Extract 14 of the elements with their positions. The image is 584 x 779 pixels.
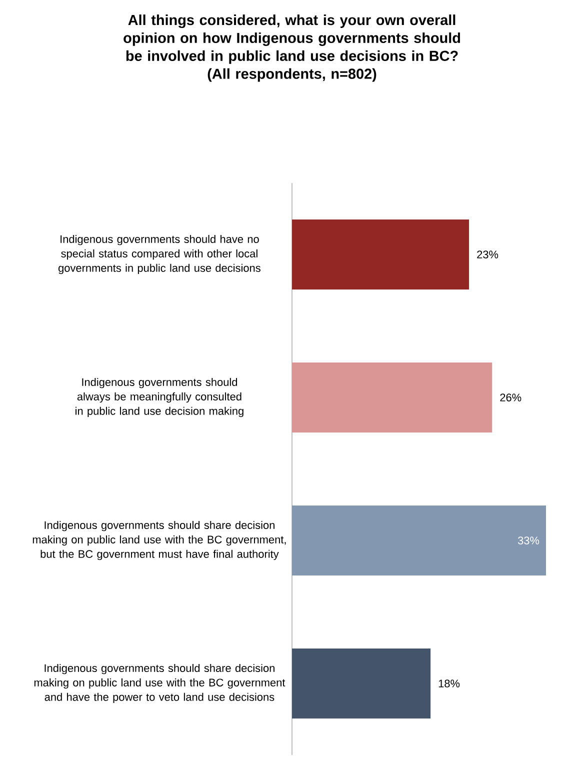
y-tick-label: Indigenous governments should have no special status compared with other local governments in public land use decisions (58, 234, 260, 274)
data-label: 23% (477, 250, 498, 258)
data-label: 26% (500, 394, 522, 402)
bar (292, 220, 470, 290)
bar (292, 506, 546, 576)
data-label: 33% (518, 536, 540, 544)
bar (292, 648, 431, 719)
y-tick-label: Indigenous governments should share decision making on public land use with the BC government, but the BC government must have final authority (32, 520, 286, 560)
bar (292, 362, 492, 433)
y-tick-label: Indigenous governments should share decision making on public land use with the BC government and have the power to veto land use decisions (34, 664, 286, 704)
chart-subtitle: (All respondents, n=802) (208, 68, 376, 82)
data-label: 18% (438, 680, 460, 688)
chart-title: All things considered, what is your own overall opinion on how Indigenous governments should be involved in public land use decisions in BC? (124, 14, 460, 64)
y-tick-label: Indigenous governments should always be meaningfully consulted in public land use decision making (76, 378, 244, 418)
